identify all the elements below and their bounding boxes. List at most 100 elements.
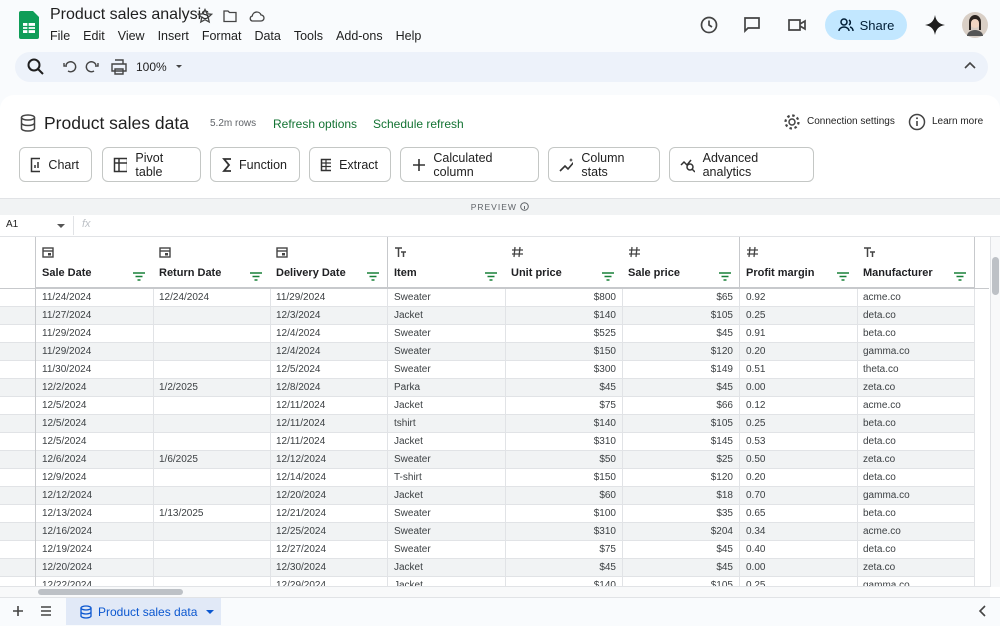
cell[interactable]: $105	[622, 577, 740, 587]
cell[interactable]: 0.40	[740, 541, 858, 559]
cell[interactable]: 12/8/2024	[270, 379, 388, 397]
cell[interactable]: 12/22/2024	[36, 577, 154, 587]
cell[interactable]: 12/5/2024	[36, 415, 154, 433]
cell[interactable]: 0.70	[740, 487, 858, 505]
doc-title[interactable]: Product sales analysis	[50, 6, 210, 23]
cell[interactable]: zeta.co	[857, 379, 975, 397]
cell[interactable]: 11/29/2024	[36, 343, 154, 361]
toolbar-icons[interactable]	[26, 57, 196, 77]
cell[interactable]: 0.25	[740, 577, 858, 587]
cell[interactable]: 0.91	[740, 325, 858, 343]
cell[interactable]: $140	[505, 415, 623, 433]
cell[interactable]: $800	[505, 289, 623, 307]
cell[interactable]: $149	[622, 361, 740, 379]
cell[interactable]: $140	[505, 307, 623, 325]
cell[interactable]: acme.co	[857, 289, 975, 307]
cell[interactable]: 0.25	[740, 415, 858, 433]
cell[interactable]: $310	[505, 523, 623, 541]
cell[interactable]: Jacket	[388, 487, 506, 505]
cell[interactable]: Parka	[388, 379, 506, 397]
cell[interactable]: 12/16/2024	[36, 523, 154, 541]
column-header[interactable]: Sale price	[622, 237, 740, 288]
title-icons[interactable]	[197, 8, 267, 24]
cell[interactable]: $100	[505, 505, 623, 523]
cell[interactable]: 0.20	[740, 343, 858, 361]
action-button[interactable]: Pivot table	[102, 147, 201, 182]
column-header[interactable]: Manufacturer	[857, 237, 975, 288]
cell[interactable]: Jacket	[388, 577, 506, 587]
menu-item[interactable]: File	[50, 29, 71, 43]
cell[interactable]: 0.00	[740, 559, 858, 577]
cell[interactable]: $18	[622, 487, 740, 505]
cell[interactable]: 12/14/2024	[270, 469, 388, 487]
cell[interactable]: 12/20/2024	[270, 487, 388, 505]
cell[interactable]: $25	[622, 451, 740, 469]
cell[interactable]: beta.co	[857, 325, 975, 343]
cell[interactable]	[153, 307, 271, 325]
column-header[interactable]: Profit margin	[740, 237, 858, 288]
filter-icon[interactable]	[837, 268, 849, 286]
cell[interactable]: $45	[505, 559, 623, 577]
cell[interactable]: $65	[622, 289, 740, 307]
cell[interactable]: $525	[505, 325, 623, 343]
vertical-scrollbar[interactable]	[990, 237, 1000, 587]
cell[interactable]: 12/5/2024	[36, 433, 154, 451]
cell[interactable]	[153, 397, 271, 415]
cell[interactable]: Jacket	[388, 307, 506, 325]
cell[interactable]: 0.20	[740, 469, 858, 487]
cell[interactable]: 1/2/2025	[153, 379, 271, 397]
cell[interactable]: $120	[622, 343, 740, 361]
cell[interactable]: 12/24/2024	[153, 289, 271, 307]
avatar[interactable]	[962, 12, 988, 38]
cell[interactable]	[153, 487, 271, 505]
cell[interactable]: 12/12/2024	[36, 487, 154, 505]
action-button[interactable]: Column stats	[548, 147, 660, 182]
cell[interactable]: 0.65	[740, 505, 858, 523]
cell[interactable]	[153, 361, 271, 379]
column-header[interactable]: Item	[388, 237, 506, 288]
cell[interactable]: deta.co	[857, 307, 975, 325]
cell[interactable]: 12/3/2024	[270, 307, 388, 325]
cell[interactable]: $50	[505, 451, 623, 469]
cell[interactable]: gamma.co	[857, 343, 975, 361]
action-button[interactable]: Extract	[309, 147, 391, 182]
cell[interactable]: $75	[505, 397, 623, 415]
cell[interactable]: 0.25	[740, 307, 858, 325]
column-header[interactable]: Sale Date	[36, 237, 154, 288]
horizontal-scrollbar[interactable]	[0, 586, 990, 598]
cell[interactable]: $310	[505, 433, 623, 451]
filter-icon[interactable]	[367, 268, 379, 286]
settings-icon[interactable]	[783, 113, 801, 131]
action-button[interactable]: Advanced analytics	[669, 147, 814, 182]
cell[interactable]: 12/11/2024	[270, 433, 388, 451]
cell[interactable]: 12/25/2024	[270, 523, 388, 541]
cell-ref-caret[interactable]	[56, 222, 66, 230]
cell[interactable]	[153, 469, 271, 487]
learn-more[interactable]: Learn more	[932, 116, 984, 127]
cell[interactable]: zeta.co	[857, 559, 975, 577]
cell[interactable]: zeta.co	[857, 451, 975, 469]
menu-item[interactable]: View	[117, 29, 145, 43]
cell[interactable]: gamma.co	[857, 577, 975, 587]
cell[interactable]: Jacket	[388, 397, 506, 415]
cell[interactable]: $150	[505, 469, 623, 487]
cell[interactable]: 11/27/2024	[36, 307, 154, 325]
cell[interactable]: 12/2/2024	[36, 379, 154, 397]
menu-item[interactable]: Edit	[83, 29, 105, 43]
cell[interactable]: $300	[505, 361, 623, 379]
cell[interactable]: $66	[622, 397, 740, 415]
cell[interactable]: 12/12/2024	[270, 451, 388, 469]
cell[interactable]: $105	[622, 307, 740, 325]
cell[interactable]: 1/13/2025	[153, 505, 271, 523]
cell[interactable]: Jacket	[388, 433, 506, 451]
cell[interactable]: 11/30/2024	[36, 361, 154, 379]
cell[interactable]	[153, 433, 271, 451]
cell[interactable]: 12/20/2024	[36, 559, 154, 577]
action-button[interactable]: Chart	[19, 147, 92, 182]
cell[interactable]: deta.co	[857, 469, 975, 487]
column-header[interactable]: Return Date	[153, 237, 271, 288]
cell[interactable]: $75	[505, 541, 623, 559]
zoom-level[interactable]: 100%	[136, 60, 167, 74]
cell[interactable]: 12/5/2024	[270, 361, 388, 379]
cell[interactable]: $45	[622, 379, 740, 397]
